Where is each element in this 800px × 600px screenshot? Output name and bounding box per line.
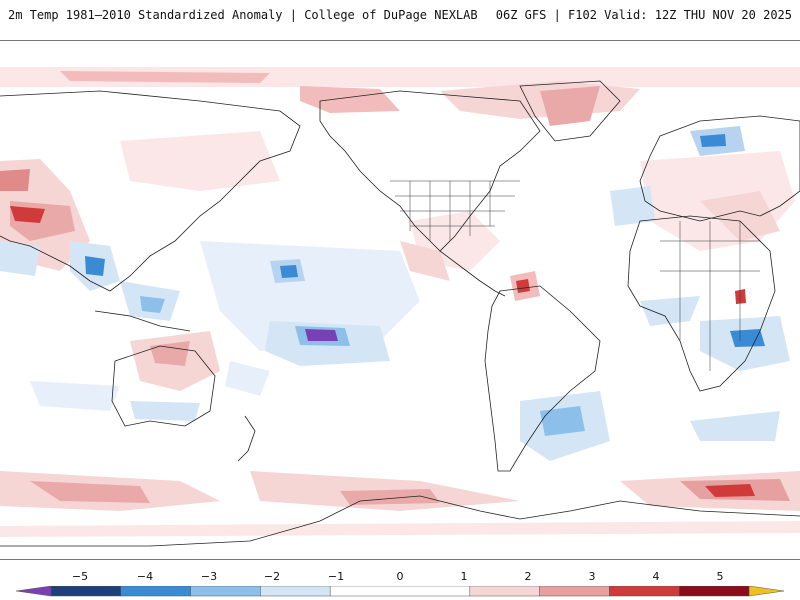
colorbar-tick-label: 0 bbox=[396, 570, 404, 583]
colorbar-segment-minus4-minus3 bbox=[120, 586, 191, 597]
colorbar-segment-minus1-plus1 bbox=[329, 586, 471, 597]
colorbar-tick-label: −4 bbox=[136, 570, 154, 583]
colorbar-tick-label: −2 bbox=[263, 570, 281, 583]
colorbar-segment-minus3-minus2 bbox=[190, 586, 261, 597]
anomaly-map bbox=[0, 40, 800, 560]
colorbar-labels: −5 −4 −3 −2 −1 0 1 2 3 4 5 bbox=[0, 570, 800, 584]
model-run-info: 06Z GFS | F102 Valid: 12Z THU NOV 20 202… bbox=[495, 8, 792, 22]
colorbar: −5 −4 −3 −2 −1 0 1 2 3 4 5 bbox=[0, 570, 800, 600]
colorbar-tick-label: 1 bbox=[460, 570, 468, 583]
indonesia-coast bbox=[94, 310, 191, 332]
colorbar-tick-label: −3 bbox=[200, 570, 218, 583]
colorbar-tick-label: 3 bbox=[588, 570, 596, 583]
colorbar-segment-plus3-plus4 bbox=[609, 586, 680, 597]
europe-coast bbox=[639, 115, 800, 222]
colorbar-tick-label: 4 bbox=[652, 570, 660, 583]
colorbar-segment-plus2-plus3 bbox=[539, 586, 610, 597]
cool-anomaly-layer bbox=[0, 126, 790, 461]
colorbar-underflow-triangle bbox=[15, 586, 52, 597]
central-america-coast bbox=[439, 250, 506, 297]
map-svg bbox=[0, 41, 800, 559]
colorbar-segment-minus5-minus4 bbox=[50, 586, 121, 597]
header: 2m Temp 1981–2010 Standardized Anomaly |… bbox=[0, 0, 800, 30]
colorbar-strip bbox=[15, 586, 785, 597]
north-america-coast bbox=[319, 90, 541, 252]
colorbar-tick-label: −1 bbox=[327, 570, 345, 583]
asia-coast bbox=[0, 90, 301, 292]
new-zealand-coast bbox=[237, 415, 256, 462]
greenland-coast bbox=[519, 80, 621, 142]
colorbar-overflow-triangle bbox=[748, 586, 785, 597]
africa-coast bbox=[627, 215, 776, 392]
colorbar-segment-plus4-plus5 bbox=[679, 586, 750, 597]
colorbar-tick-label: −5 bbox=[71, 570, 89, 583]
coastlines bbox=[0, 80, 800, 547]
colorbar-tick-label: 2 bbox=[524, 570, 532, 583]
colorbar-tick-label: 5 bbox=[716, 570, 724, 583]
colorbar-segment-minus2-minus1 bbox=[260, 586, 331, 597]
political-boundaries bbox=[390, 180, 760, 371]
antarctica-coast bbox=[0, 495, 800, 547]
map-title: 2m Temp 1981–2010 Standardized Anomaly |… bbox=[8, 8, 478, 22]
warm-anomaly-layer bbox=[0, 67, 800, 537]
south-america-coast bbox=[484, 285, 601, 472]
australia-coast bbox=[111, 345, 216, 427]
colorbar-segment-plus1-plus2 bbox=[469, 586, 540, 597]
